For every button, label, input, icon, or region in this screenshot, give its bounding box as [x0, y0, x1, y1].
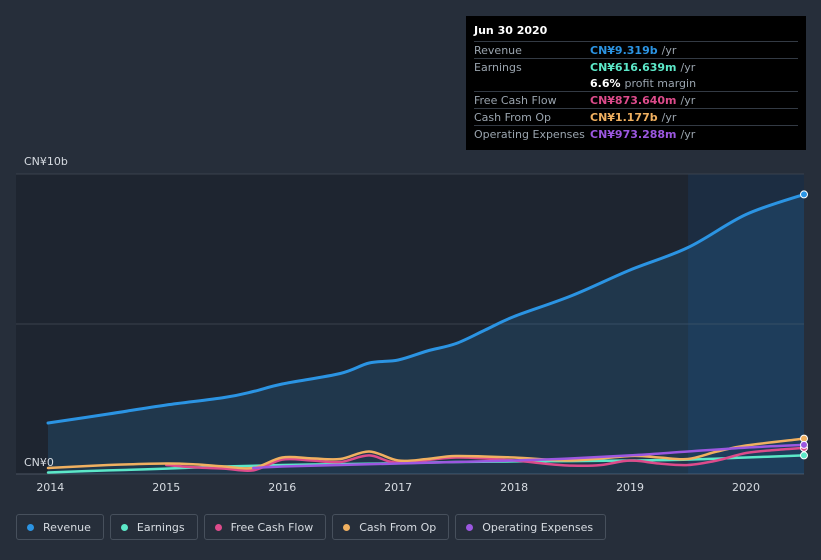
tooltip-value: CN¥1.177b [590, 110, 658, 124]
legend-item-free-cash-flow[interactable]: Free Cash Flow [203, 514, 327, 540]
earnings-end-point [800, 451, 808, 460]
legend-label: Cash From Op [359, 520, 437, 534]
revenue-line [46, 192, 806, 425]
cash-from-op-line [46, 437, 806, 470]
tooltip-unit: /yr [680, 127, 696, 141]
operating-expenses-line [251, 443, 806, 470]
operating-expenses-end-point [800, 440, 808, 449]
tooltip-panel: Jun 30 2020 Revenue CN¥9.319b /yr Earnin… [466, 16, 806, 150]
x-tick-label: 2015 [152, 481, 180, 494]
profit-margin-label: profit margin [624, 76, 697, 90]
legend-item-earnings[interactable]: Earnings [109, 514, 198, 540]
tooltip-date: Jun 30 2020 [474, 24, 548, 37]
tooltip-row-revenue: Revenue CN¥9.319b /yr [474, 41, 798, 58]
tooltip-unit: /yr [680, 93, 696, 107]
legend-dot-icon [120, 523, 128, 531]
revenue-end-point [800, 190, 808, 199]
revenue-area [48, 194, 804, 474]
profit-margin-value: 6.6% [590, 76, 621, 90]
tooltip-row-operating-expenses: Operating Expenses CN¥973.288m /yr [474, 125, 798, 142]
legend-dot-icon [343, 523, 351, 531]
tooltip-unit: /yr [680, 60, 696, 74]
tooltip-label: Free Cash Flow [474, 93, 557, 107]
x-tick-label: 2018 [500, 481, 528, 494]
legend-item-operating-expenses[interactable]: Operating Expenses [455, 514, 607, 540]
tooltip-unit: /yr [661, 43, 677, 57]
y-tick-label: CN¥10b [24, 155, 68, 168]
tooltip-value: CN¥873.640m [590, 93, 677, 107]
x-tick-label: 2017 [384, 481, 412, 494]
legend-label: Earnings [136, 520, 185, 534]
tooltip-row-cash-from-op: Cash From Op CN¥1.177b /yr [474, 108, 798, 125]
y-tick-label: CN¥0 [24, 456, 54, 469]
tooltip-label: Revenue [474, 43, 522, 57]
x-tick-label: 2014 [36, 481, 64, 494]
legend-dot-icon [27, 523, 34, 531]
tooltip-value: CN¥9.319b [590, 43, 658, 57]
x-tick-label: 2020 [732, 481, 760, 494]
legend-item-cash-from-op[interactable]: Cash From Op [332, 514, 450, 540]
chart: CN¥10b CN¥0 2014 2015 2016 2017 2018 2019 2020 [16, 155, 808, 494]
legend-label: Revenue [43, 520, 91, 534]
tooltip-label: Cash From Op [474, 110, 552, 124]
tooltip-row-earnings: Earnings CN¥616.639m /yr [474, 58, 798, 75]
legend-dot-icon [466, 523, 474, 531]
x-tick-label: 2019 [616, 481, 644, 494]
tooltip-unit: /yr [661, 110, 677, 124]
legend-dot-icon [214, 523, 222, 531]
legend-item-revenue[interactable]: Revenue [16, 514, 104, 540]
tooltip-label: Earnings [474, 60, 522, 74]
tooltip-value: CN¥616.639m [590, 60, 677, 74]
legend-label: Free Cash Flow [230, 520, 314, 534]
x-tick-label: 2016 [268, 481, 296, 494]
tooltip-value: CN¥973.288m [590, 127, 677, 141]
tooltip-label: Operating Expenses [474, 127, 585, 141]
legend-label: Operating Expenses [482, 520, 594, 534]
tooltip-row-profit-margin: 6.6% profit margin [474, 75, 798, 91]
legend: Revenue Earnings Free Cash Flow Cash Fro… [16, 514, 607, 540]
tooltip-row-free-cash-flow: Free Cash Flow CN¥873.640m /yr [474, 91, 798, 108]
